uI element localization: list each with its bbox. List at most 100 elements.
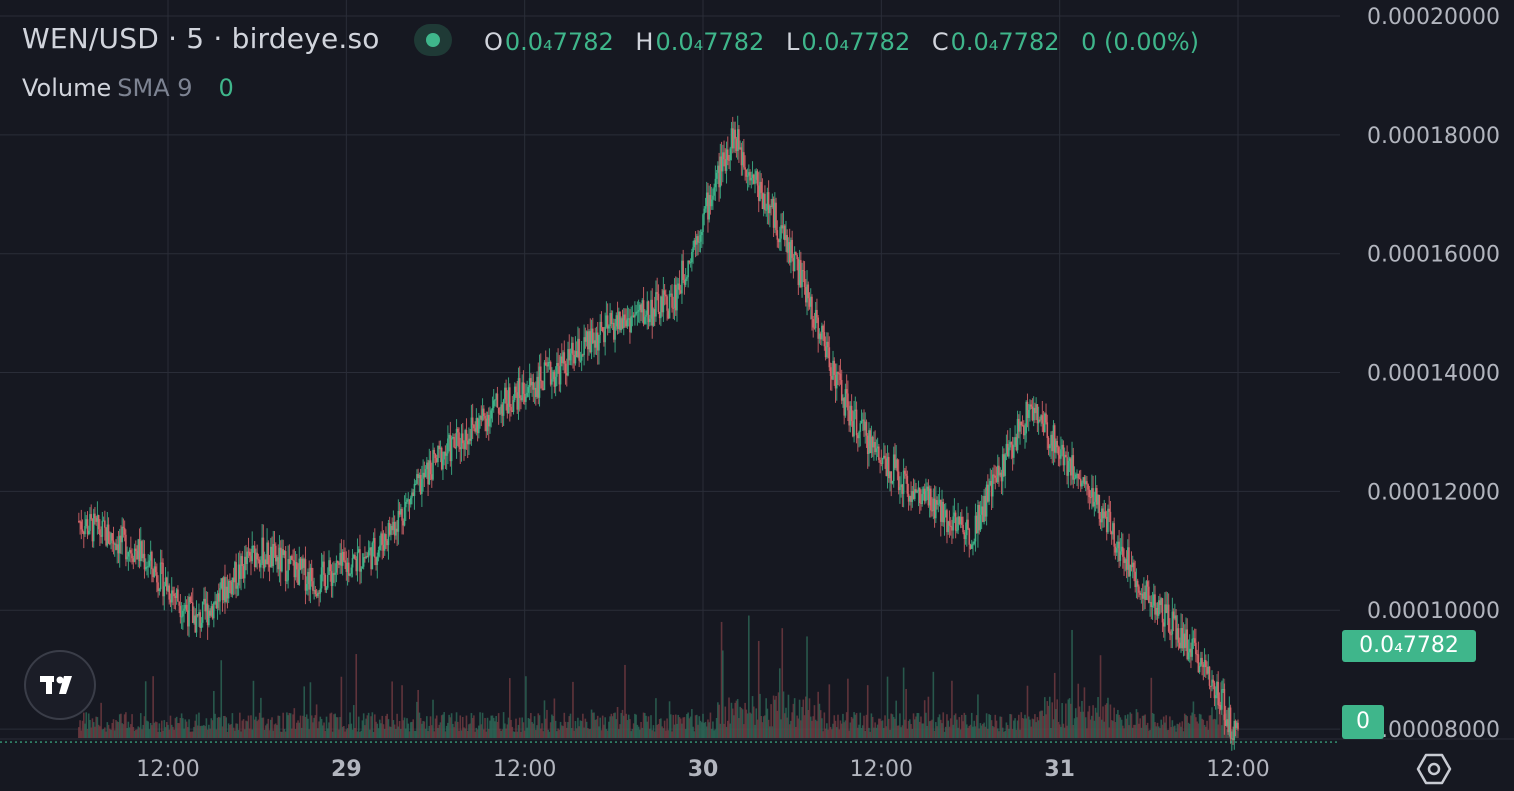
price-axis[interactable]: 0.000200000.000180000.000160000.00014000… <box>1367 5 1500 743</box>
candle-body <box>189 597 192 603</box>
candle-body <box>1146 581 1149 587</box>
candle-body <box>226 586 229 599</box>
candle-body <box>901 484 904 494</box>
candle-body <box>499 413 501 415</box>
tradingview-logo-icon[interactable] <box>24 650 96 720</box>
candle-body <box>645 314 647 317</box>
volume-bar <box>873 727 875 738</box>
volume-bar <box>569 713 572 738</box>
volume-bar <box>647 716 650 738</box>
volume-bar <box>585 721 588 738</box>
volume-bar <box>376 723 379 738</box>
candle-body <box>523 393 526 402</box>
volume-bar <box>748 615 750 738</box>
volume-bar <box>216 717 219 738</box>
candle-body <box>116 544 119 550</box>
volume-bar <box>422 721 424 738</box>
candle-body <box>458 432 460 448</box>
volume-bar <box>1072 724 1075 738</box>
volume-bar <box>1053 672 1056 738</box>
candle-body <box>577 338 579 357</box>
volume-bar <box>1183 713 1186 738</box>
volume-bar <box>120 713 122 738</box>
candle-body <box>178 601 180 606</box>
candle-body <box>1060 449 1062 459</box>
candle-body <box>1010 441 1013 445</box>
volume-bar <box>184 719 187 738</box>
candle-body <box>162 562 164 597</box>
candle-body <box>102 520 105 522</box>
candle-body <box>999 472 1002 476</box>
volume-bar <box>902 667 905 738</box>
volume-bar <box>548 731 551 738</box>
candle-body <box>237 564 240 586</box>
volume-bar <box>291 728 293 738</box>
candle-body <box>1152 594 1155 606</box>
candle-body <box>1015 437 1018 451</box>
candle-body <box>1096 488 1098 505</box>
volume-bar <box>516 731 519 738</box>
candle-body <box>1021 425 1024 427</box>
candle-body <box>642 300 645 324</box>
candle-body <box>370 547 372 570</box>
volume-bar <box>1198 713 1201 738</box>
time-axis[interactable]: 12:00 29 12:00 30 12:00 31 12:00 <box>136 757 1269 782</box>
close-label: C <box>931 28 949 56</box>
candle-body <box>530 378 532 386</box>
volume-bar <box>1009 713 1011 738</box>
volume-bar <box>490 715 493 738</box>
candle-body <box>364 557 366 559</box>
candle-body <box>221 578 224 601</box>
volume-bar <box>1156 722 1159 738</box>
candle-body <box>262 537 265 569</box>
price-tick-label: 0.00012000 <box>1367 480 1500 505</box>
candle-body <box>309 567 312 590</box>
candle-body <box>87 530 90 535</box>
settings-hexagon-icon[interactable] <box>1416 752 1452 786</box>
volume-bar <box>115 719 117 738</box>
volume-bar <box>959 729 962 738</box>
candle-body <box>661 296 663 313</box>
candle-body <box>663 290 666 295</box>
candle-body <box>643 316 646 324</box>
volume-bar <box>496 721 499 738</box>
candle-body <box>615 315 618 327</box>
volume-bar <box>712 721 714 738</box>
candle-body <box>232 577 235 583</box>
volume-bar <box>796 715 798 738</box>
candle-body <box>1086 481 1088 485</box>
candle-body <box>513 386 516 400</box>
volume-bar <box>590 709 593 738</box>
volume-bar <box>910 724 912 738</box>
volume-bar <box>352 705 355 738</box>
candle-body <box>528 378 531 388</box>
volume-bar <box>351 729 354 738</box>
volume-bar <box>643 713 646 738</box>
candle-body <box>698 241 701 243</box>
volume-bar <box>775 695 777 738</box>
candle-body <box>1130 564 1133 568</box>
candle-body <box>730 128 733 149</box>
volume-bar <box>80 730 83 738</box>
candle-body <box>1151 605 1154 608</box>
volume-bar <box>1148 730 1150 738</box>
volume-bar <box>135 729 137 738</box>
candle-body <box>870 436 873 453</box>
candle-body <box>891 480 894 484</box>
candle-body <box>108 543 111 545</box>
volume-bar <box>509 678 511 738</box>
candle-body <box>1138 586 1140 593</box>
volume-bar <box>329 713 332 738</box>
candle-body <box>473 424 475 429</box>
volume-bar <box>387 719 390 738</box>
volume-bar <box>848 730 850 738</box>
candle-body <box>247 551 250 553</box>
candle-body <box>165 577 168 591</box>
symbol-title[interactable]: WEN/USD · 5 · birdeye.so <box>22 22 380 55</box>
volume-bar <box>729 723 732 738</box>
candle-body <box>411 492 413 498</box>
volume-bar <box>1021 718 1024 738</box>
